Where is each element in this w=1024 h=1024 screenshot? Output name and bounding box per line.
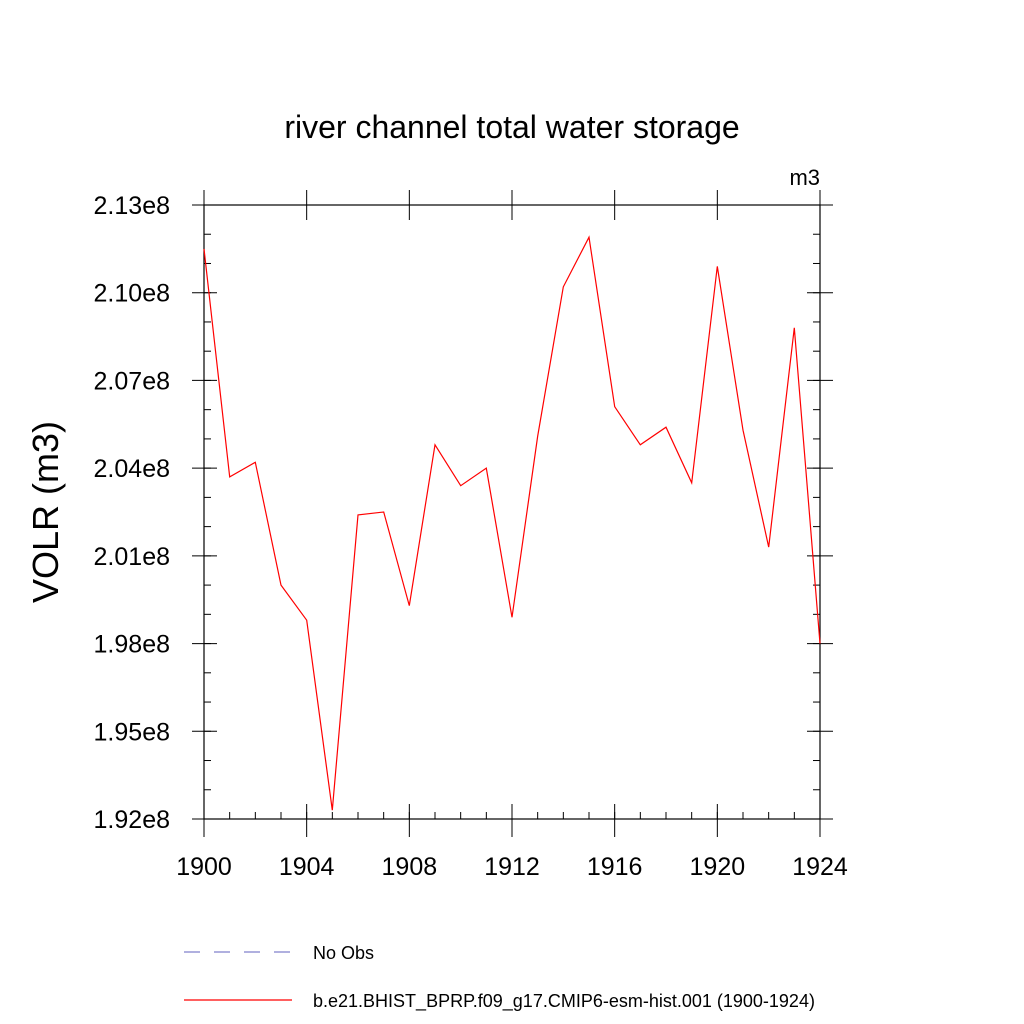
x-tick-label: 1916 [587,853,643,881]
plot-frame [203,204,821,820]
legend: No Obs b.e21.BHIST_BPRP.f09_g17.CMIP6-esm… [184,943,815,1012]
x-tick-label: 1904 [279,853,335,881]
legend-label: b.e21.BHIST_BPRP.f09_g17.CMIP6-esm-hist.… [313,991,815,1012]
y-tick-label: 2.07e8 [94,367,170,395]
y-tick-label: 2.04e8 [94,455,170,483]
chart-title: river channel total water storage [284,109,739,145]
x-tick-label: 1908 [382,853,438,881]
x-tick-label: 1900 [176,853,232,881]
y-tick-label: 2.10e8 [94,280,170,308]
y-axis-label: VOLR (m3) [25,421,66,603]
legend-label: No Obs [313,943,374,963]
y-tick-label: 2.01e8 [94,543,170,571]
y-tick-label: 1.92e8 [94,806,170,834]
plot-area: 1.92e8 1.95e8 1.98e8 2.01e8 2.04e8 2.07e8 2.10… [94,190,848,881]
x-tick-label: 1924 [792,853,848,881]
x-tick-label: 1920 [690,853,746,881]
y-tick-label: 2.13e8 [94,192,170,220]
x-tick-label: 1912 [484,853,540,881]
y-tick-label: 1.95e8 [94,718,170,746]
units-label: m3 [789,165,820,190]
y-tick-label: 1.98e8 [94,631,170,659]
series-line [203,235,821,811]
